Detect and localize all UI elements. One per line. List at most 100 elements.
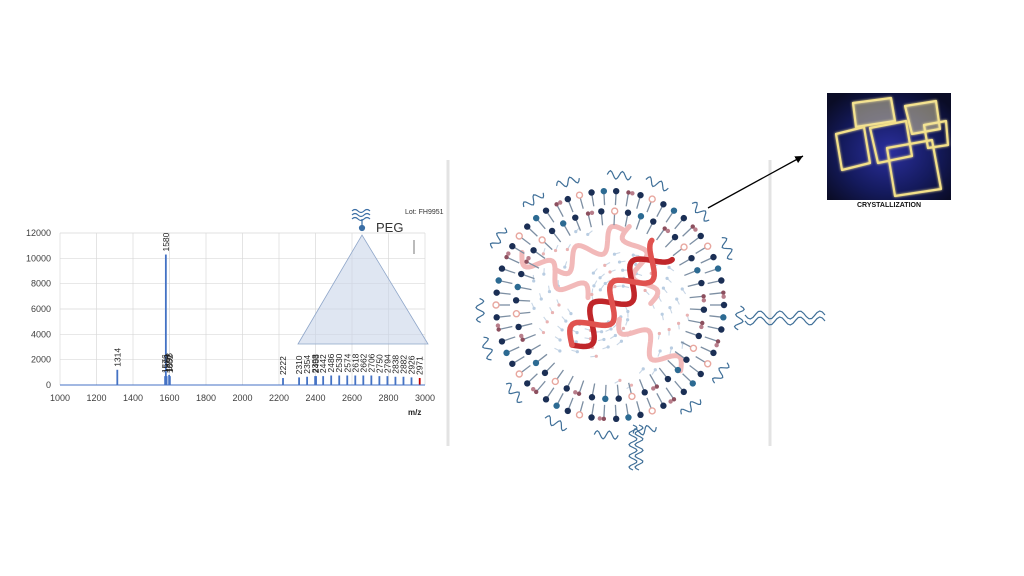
lipid-head xyxy=(564,195,572,203)
x-tick-label: 2600 xyxy=(342,393,362,403)
peg-chain xyxy=(733,305,745,331)
x-tick-label: 2800 xyxy=(378,393,398,403)
peak-bar xyxy=(402,376,405,385)
ionizable-lipid-head xyxy=(665,228,671,234)
lipid-head xyxy=(612,187,620,195)
lipid-head xyxy=(718,326,725,333)
core-lipid-head xyxy=(641,367,645,371)
peg-molecule-icon xyxy=(351,208,371,232)
peak-bar xyxy=(362,375,365,385)
ionizable-lipid-head xyxy=(668,399,673,404)
lipid-tail xyxy=(689,295,704,299)
x-axis-label: m/z xyxy=(408,408,421,417)
peak-bar xyxy=(322,376,325,385)
ionizable-lipid-head xyxy=(701,294,706,299)
core-lipid-head xyxy=(553,248,558,253)
background-rna-strand xyxy=(552,223,628,277)
core-lipid-head xyxy=(594,354,598,358)
mrna-strand xyxy=(567,237,657,348)
core-lipid-head xyxy=(653,368,657,372)
lipid-head xyxy=(514,283,521,291)
lipid-head xyxy=(509,360,516,367)
lipid-head xyxy=(493,314,500,321)
peak-bars xyxy=(116,254,421,385)
lipid-tail xyxy=(522,333,536,341)
lipid-tail xyxy=(688,319,703,324)
ionizable-lipid-head xyxy=(495,323,501,328)
core-lipid-head xyxy=(592,284,596,288)
crystallization-label: CRYSTALLIZATION xyxy=(857,202,921,209)
peak-label: 2403 xyxy=(311,354,321,373)
ionizable-lipid-head xyxy=(557,200,563,205)
lipid-head xyxy=(602,395,609,403)
peak-bar xyxy=(282,378,284,385)
lipid-head xyxy=(625,414,632,421)
ionizable-lipid-head xyxy=(690,224,695,229)
y-tick-label: 10000 xyxy=(26,253,51,263)
core-lipid-head xyxy=(631,253,635,257)
ionizable-lipid-head xyxy=(626,190,631,195)
lipid-head xyxy=(694,267,701,274)
ionizable-lipid-head xyxy=(654,384,660,389)
lipid-head xyxy=(572,214,579,221)
lipid-head xyxy=(710,253,717,261)
crystal-micrograph-image: CRYSTALLIZATION xyxy=(827,93,951,209)
helper-lipid-head xyxy=(628,392,636,401)
peak-bar xyxy=(168,376,171,385)
core-lipid-head xyxy=(621,284,625,288)
lipid-head xyxy=(695,332,702,340)
lipid-tail xyxy=(578,380,585,394)
ionizable-lipid-head xyxy=(699,324,704,330)
lipid-head xyxy=(641,389,648,396)
core-lipid-head xyxy=(565,247,569,252)
ionizable-lipid-head xyxy=(662,226,667,231)
lipid-head xyxy=(697,232,704,240)
helper-lipid-head xyxy=(512,310,521,318)
lipid-head xyxy=(512,297,520,304)
lipid-head xyxy=(542,396,550,403)
ionizable-lipid-head xyxy=(589,210,595,215)
lipid-head xyxy=(624,209,632,216)
peg-chain xyxy=(645,176,669,192)
lipid-head xyxy=(612,415,620,423)
lipid-head xyxy=(710,349,717,357)
core-lipid-head xyxy=(613,333,617,338)
core-lipid-head xyxy=(586,232,590,237)
helper-lipid-head xyxy=(689,344,698,352)
peak-bar xyxy=(165,376,168,385)
peg-chain xyxy=(505,382,523,404)
lipid-head xyxy=(688,254,695,262)
lot-number: Lot: FH9951 xyxy=(405,209,444,216)
core-lipid-head xyxy=(643,288,647,293)
x-axis-ticks: 1000 1200 1400 1600 1800 2000 2200 2400 2600 2800… xyxy=(50,393,435,403)
core-lipid-head xyxy=(599,330,604,334)
lipid-head xyxy=(530,247,537,254)
ionizable-lipid-head xyxy=(531,387,536,392)
peg-chain-extended xyxy=(744,316,826,326)
lipid-head xyxy=(563,385,570,392)
y-tick-label: 0 xyxy=(46,380,51,390)
core-lipid-head xyxy=(542,272,546,276)
lipid-tail xyxy=(665,387,675,400)
peg-distribution-triangle xyxy=(297,234,429,345)
lipid-head xyxy=(532,359,540,367)
core-lipid-head xyxy=(669,346,674,350)
ionizable-lipid-head xyxy=(573,390,578,395)
core-lipid-head xyxy=(657,331,661,336)
ionizable-lipid-head xyxy=(524,259,529,264)
lipid-head xyxy=(498,338,506,345)
peak-label: 1602 xyxy=(165,354,175,373)
lipid-head xyxy=(689,380,696,387)
core-lipid-head xyxy=(541,252,545,256)
lipid-tail xyxy=(587,213,592,228)
core-lipid-head xyxy=(574,229,578,234)
peg-chain-extended xyxy=(744,310,826,320)
background-rna-strand xyxy=(619,224,661,306)
peak-label: 2971 xyxy=(415,356,425,375)
peak-label: 1580 xyxy=(161,232,171,251)
peg-chain xyxy=(593,429,619,440)
ionizable-lipid-head xyxy=(506,251,511,256)
ionizable-lipid-head xyxy=(519,333,524,339)
y-tick-label: 8000 xyxy=(31,279,51,289)
